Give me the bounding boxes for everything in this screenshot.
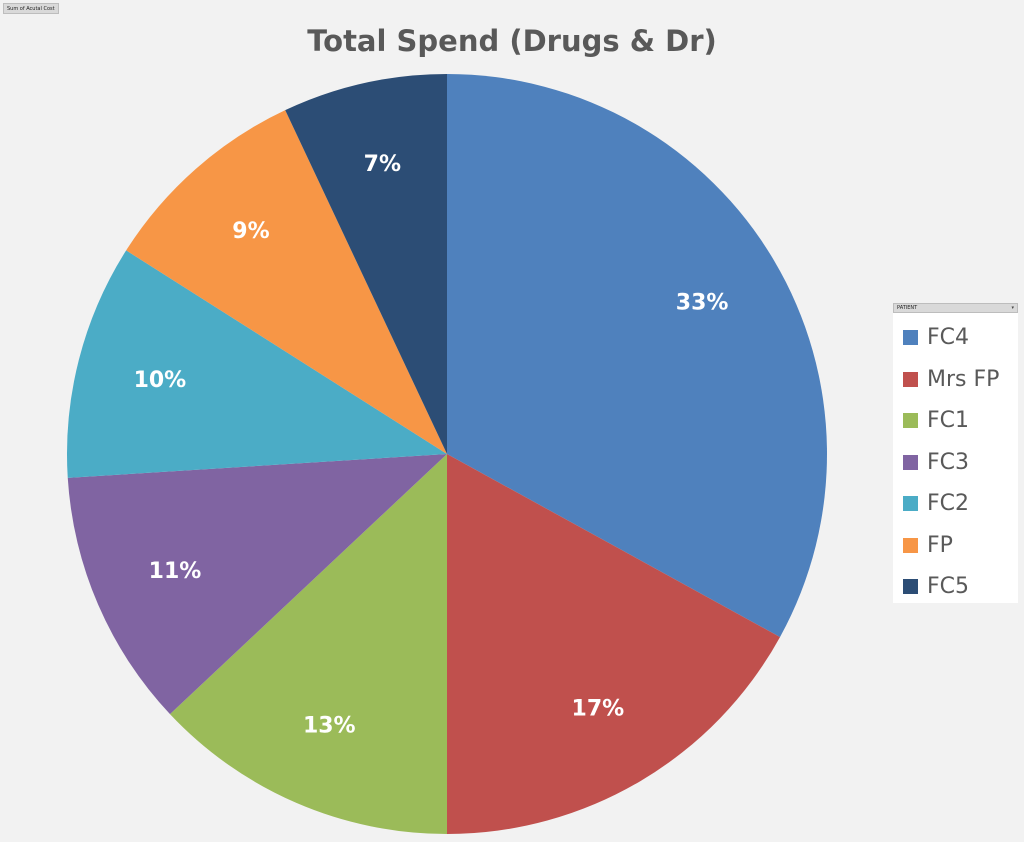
legend-swatch bbox=[903, 454, 918, 470]
pie-slice-fp[interactable] bbox=[126, 110, 447, 455]
legend-swatch bbox=[903, 413, 918, 429]
legend-label: FC4 bbox=[927, 325, 970, 351]
pie-data-label: 33% bbox=[676, 291, 729, 316]
legend-item[interactable]: FP bbox=[893, 525, 1018, 567]
legend-label: FC1 bbox=[927, 408, 970, 434]
pie-data-label: 9% bbox=[232, 219, 269, 244]
legend-swatch bbox=[903, 579, 918, 595]
pie-data-label: 13% bbox=[303, 714, 356, 739]
legend-swatch bbox=[903, 371, 918, 387]
pie-data-label: 10% bbox=[134, 368, 187, 393]
legend-item[interactable]: Mrs FP bbox=[893, 359, 1018, 401]
legend-item[interactable]: FC3 bbox=[893, 442, 1018, 484]
legend-label: Mrs FP bbox=[927, 366, 1000, 392]
chart-title: Total Spend (Drugs & Dr) bbox=[307, 24, 717, 58]
pie-data-labels: 33% 17% 13% 11% 10% 9% 7% bbox=[134, 152, 729, 738]
pie-slice-fc2[interactable] bbox=[67, 250, 447, 478]
pie-slice-fc5[interactable] bbox=[285, 74, 447, 454]
legend-item[interactable]: FC5 bbox=[893, 566, 1018, 608]
pie-slice-mrs-fp[interactable] bbox=[447, 454, 780, 834]
value-field-button[interactable]: Sum of Acutal Cost bbox=[3, 3, 59, 14]
legend-label: FC3 bbox=[927, 449, 970, 475]
pie-data-label: 17% bbox=[572, 697, 625, 722]
legend-item[interactable]: FC2 bbox=[893, 483, 1018, 525]
legend-label: FC2 bbox=[927, 491, 970, 517]
legend-list: FC4 Mrs FP FC1 FC3 FC2 FP FC5 bbox=[893, 313, 1018, 608]
pie-slice-fc1[interactable] bbox=[169, 454, 447, 834]
legend-field-button[interactable]: PATIENT ▾ bbox=[893, 303, 1018, 313]
pie-data-label: 11% bbox=[149, 559, 202, 584]
legend-swatch bbox=[903, 330, 918, 346]
legend-label: FC5 bbox=[927, 574, 970, 600]
pie-slice-fc3[interactable] bbox=[67, 454, 447, 715]
pie-slices bbox=[67, 74, 828, 834]
chart-legend: PATIENT ▾ FC4 Mrs FP FC1 FC3 FC2 FP FC5 bbox=[893, 303, 1018, 603]
legend-swatch bbox=[903, 496, 918, 512]
legend-item[interactable]: FC4 bbox=[893, 317, 1018, 359]
legend-swatch bbox=[903, 537, 918, 553]
pie-data-label: 7% bbox=[364, 152, 401, 177]
legend-field-label: PATIENT bbox=[897, 305, 918, 311]
dropdown-arrow-icon[interactable]: ▾ bbox=[1011, 305, 1014, 311]
legend-label: FP bbox=[927, 532, 953, 558]
pie-slice-fc4[interactable] bbox=[447, 74, 828, 638]
legend-item[interactable]: FC1 bbox=[893, 400, 1018, 442]
